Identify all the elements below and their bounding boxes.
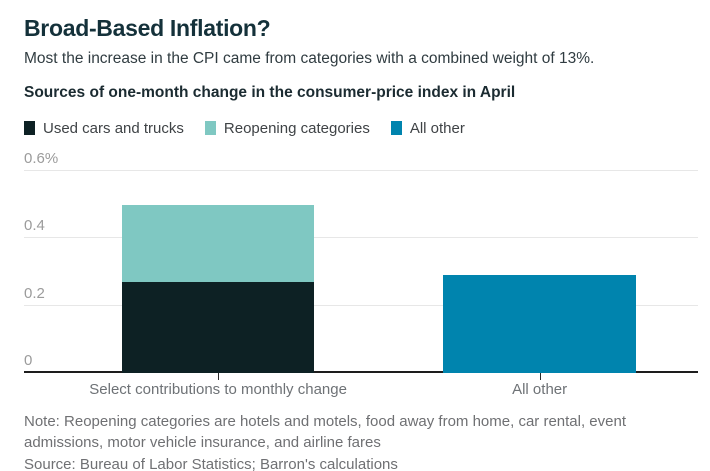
y-axis-tick-label: 0.4 <box>24 217 45 235</box>
legend-item: Used cars and trucks <box>24 120 184 137</box>
chart-title: Sources of one-month change in the consu… <box>24 84 516 101</box>
bar-segment <box>121 204 315 283</box>
x-axis-tick <box>539 373 541 380</box>
legend-swatch-icon <box>204 121 216 135</box>
x-axis-tick <box>218 373 220 380</box>
legend: Used cars and trucks Reopening categories… <box>24 119 698 137</box>
note-text: Note: Reopening categories are hotels an… <box>24 413 626 451</box>
legend-label: All other <box>409 119 465 137</box>
legend-swatch-icon <box>390 121 402 135</box>
bar-segment <box>121 282 315 373</box>
x-axis-category-label: Select contributions to monthly change <box>89 381 347 398</box>
legend-swatch-icon <box>24 121 35 135</box>
legend-item: Reopening categories <box>204 119 370 137</box>
legend-label: Reopening categories <box>223 119 370 137</box>
legend-item: All other <box>390 119 465 137</box>
page-title: Broad-Based Inflation? <box>24 15 271 41</box>
y-axis-tick-label: 0.2 <box>24 284 45 302</box>
y-axis-tick-label: 0 <box>24 352 33 369</box>
subtitle: Most the increase in the CPI came from c… <box>24 50 595 67</box>
legend-label: Used cars and trucks <box>43 119 184 137</box>
bar-segment <box>443 275 636 373</box>
gridline <box>24 304 698 306</box>
gridline <box>24 237 698 239</box>
y-axis-tick-label: 0.6% <box>24 150 59 167</box>
source-text: Source: Bureau of Labor Statistics; Barr… <box>24 456 398 471</box>
x-axis-line <box>24 371 698 373</box>
x-axis-labels: Select contributions to monthly change Al… <box>24 380 698 402</box>
gridline <box>24 170 698 171</box>
x-axis-category-label: All other <box>512 381 568 398</box>
plot-area: 0 0.2 0.4 0.6% <box>24 151 698 380</box>
